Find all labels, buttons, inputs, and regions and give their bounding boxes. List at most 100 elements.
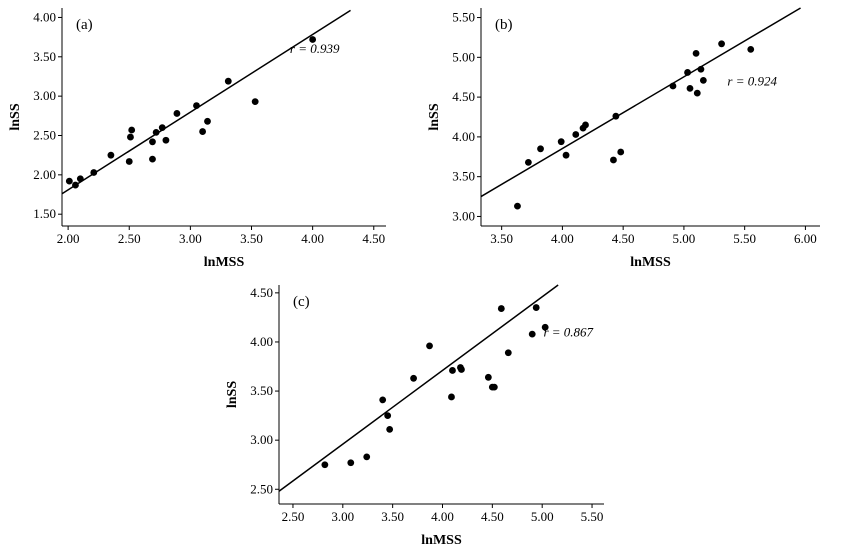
y-axis-label: lnSS: [225, 381, 240, 408]
panel-label: (b): [495, 17, 513, 33]
x-tick-label: 2.50: [118, 231, 141, 246]
data-point: [699, 77, 707, 84]
x-tick-label: 5.00: [673, 231, 696, 246]
regression-line: [480, 7, 801, 198]
data-point: [484, 373, 492, 381]
data-point: [158, 124, 166, 132]
y-tick-label: 2.50: [250, 481, 273, 496]
data-point: [693, 89, 701, 97]
y-tick-label: 3.50: [250, 383, 273, 398]
regression-line: [61, 9, 351, 195]
correlation-annotation: r = 0.867: [543, 325, 593, 340]
data-point: [448, 393, 455, 401]
x-tick-label: 4.00: [551, 231, 574, 246]
y-tick-label: 1.50: [33, 206, 56, 221]
data-point: [224, 77, 232, 85]
data-point: [572, 131, 580, 138]
y-tick-label: 2.00: [33, 167, 56, 182]
y-tick-label: 4.50: [250, 285, 273, 300]
data-point: [541, 323, 549, 331]
y-tick-label: 3.00: [452, 208, 475, 223]
y-axis-label: lnSS: [427, 103, 442, 130]
panel-label: (a): [76, 17, 93, 33]
data-point: [149, 138, 156, 146]
data-point: [686, 84, 694, 92]
data-point: [532, 304, 540, 311]
data-point: [321, 461, 329, 469]
data-point: [251, 98, 259, 106]
x-tick-label: 6.00: [794, 231, 817, 246]
data-point: [497, 305, 505, 312]
data-point: [458, 366, 465, 373]
data-point: [125, 158, 133, 165]
data-point: [490, 383, 498, 391]
data-point: [537, 145, 544, 153]
data-point: [718, 40, 725, 48]
y-tick-label: 3.00: [250, 432, 273, 447]
panel-label: (c): [293, 294, 310, 310]
data-point: [617, 148, 625, 156]
data-point: [557, 138, 565, 146]
x-tick-label: 5.00: [531, 509, 554, 524]
data-point: [90, 169, 98, 176]
y-axis-label: lnSS: [8, 103, 23, 130]
data-point: [379, 396, 387, 404]
x-tick-label: 4.00: [301, 231, 324, 246]
data-point: [684, 69, 691, 76]
data-point: [524, 158, 532, 166]
correlation-annotation: r = 0.939: [290, 41, 340, 56]
data-point: [76, 175, 84, 183]
y-tick-label: 5.50: [452, 10, 475, 25]
data-point: [528, 330, 536, 338]
x-tick-label: 3.00: [331, 509, 354, 524]
data-point: [107, 151, 115, 159]
data-point: [612, 112, 620, 120]
x-tick-label: 4.00: [431, 509, 454, 524]
y-tick-label: 4.00: [33, 9, 56, 24]
y-tick-label: 4.00: [452, 129, 475, 144]
x-tick-label: 4.50: [362, 231, 385, 246]
panel-b-scatter: 3.50 4.00 4.50 5.00 5.50 6.00 3.00 3.50 4.00 4.50…: [427, 7, 820, 270]
x-tick-label: 3.50: [381, 509, 404, 524]
data-point: [747, 45, 755, 53]
y-tick-label: 3.00: [33, 88, 56, 103]
data-point: [347, 459, 355, 467]
data-point: [410, 374, 417, 382]
x-tick-label: 5.50: [581, 509, 604, 524]
y-tick-label: 4.50: [452, 89, 475, 104]
data-point: [162, 136, 170, 144]
data-point: [426, 342, 433, 350]
data-point: [582, 121, 589, 129]
y-tick-label: 5.00: [452, 49, 475, 64]
x-tick-label: 2.50: [282, 509, 305, 524]
correlation-annotation: r = 0.924: [727, 74, 777, 89]
regression-line: [278, 284, 559, 492]
data-point: [204, 117, 211, 125]
data-point: [128, 126, 136, 134]
data-point: [449, 367, 456, 374]
data-point: [173, 110, 181, 117]
data-point: [669, 82, 677, 90]
data-point: [199, 128, 207, 135]
data-point: [504, 349, 512, 357]
data-point: [72, 181, 79, 189]
data-point: [149, 155, 156, 163]
x-axis-label: lnMSS: [421, 533, 462, 548]
data-point: [384, 412, 392, 420]
data-point: [363, 453, 371, 461]
x-tick-label: 3.50: [490, 231, 513, 246]
x-tick-label: 5.50: [733, 231, 756, 246]
x-tick-label: 3.00: [179, 231, 202, 246]
data-point: [386, 425, 394, 433]
panel-a-scatter: 2.00 2.50 3.00 3.50 4.00 4.501.502.002.503.00…: [8, 8, 386, 270]
y-tick-label: 4.00: [250, 334, 273, 349]
data-point: [692, 49, 700, 57]
x-axis-label: lnMSS: [630, 255, 671, 270]
data-point: [193, 102, 200, 109]
data-point: [152, 128, 160, 136]
panel-c-scatter: 2.50 3.00 3.50 4.00 4.50 5.00 5.50 2.50 3.00 3.50…: [225, 284, 604, 548]
y-tick-label: 3.50: [33, 49, 56, 64]
x-tick-label: 4.50: [612, 231, 635, 246]
x-tick-label: 2.00: [57, 231, 80, 246]
